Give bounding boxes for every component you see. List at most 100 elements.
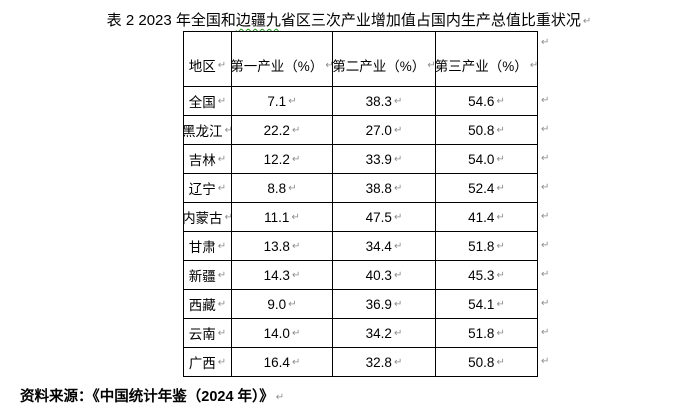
row-end-slot: ↵ bbox=[541, 86, 561, 115]
header-label: 第三产业（%） bbox=[436, 59, 528, 74]
row-end-mark: ↵ bbox=[541, 153, 550, 164]
region-cell: 黑龙江↵ bbox=[184, 116, 232, 145]
cell-end-mark: ↵ bbox=[217, 59, 227, 71]
cell-end-mark: ↵ bbox=[291, 356, 301, 368]
cell-end-mark: ↵ bbox=[393, 269, 403, 281]
value-cell: 54.1 ↵ bbox=[436, 290, 538, 319]
cell-end-mark: ↵ bbox=[496, 356, 505, 368]
cell-end-mark: ↵ bbox=[291, 153, 301, 165]
row-end-mark: ↵ bbox=[541, 124, 550, 135]
cell-end-mark: ↵ bbox=[291, 327, 301, 339]
cell-end-mark: ↵ bbox=[217, 240, 227, 252]
header-cell-region: 地区 ↵ bbox=[184, 32, 232, 87]
cell-end-mark: ↵ bbox=[217, 298, 227, 310]
value-text: 50.8 bbox=[468, 122, 495, 138]
header-label: 地区 bbox=[188, 59, 216, 74]
value-cell: 14.0 ↵ bbox=[232, 319, 333, 348]
spellcheck-flagged-word: 边疆九 bbox=[235, 12, 281, 29]
value-cell: 50.8 ↵ bbox=[436, 348, 538, 377]
value-cell: 16.4 ↵ bbox=[232, 348, 333, 377]
cell-end-mark: ↵ bbox=[217, 327, 227, 339]
value-cell: 54.6 ↵ bbox=[436, 87, 538, 116]
region-cell: 新疆 ↵ bbox=[184, 261, 232, 290]
region-label: 全国 bbox=[188, 95, 216, 110]
value-cell: 8.8 ↵ bbox=[232, 174, 333, 203]
value-text: 54.0 bbox=[468, 151, 495, 167]
row-end-mark: ↵ bbox=[541, 356, 550, 367]
cell-end-mark: ↵ bbox=[496, 269, 505, 281]
region-cell: 全国 ↵ bbox=[184, 87, 232, 116]
cell-end-mark: ↵ bbox=[496, 298, 505, 310]
value-text: 50.8 bbox=[468, 354, 495, 370]
cell-end-mark: ↵ bbox=[225, 125, 231, 136]
value-cell: 13.8 ↵ bbox=[232, 232, 333, 261]
value-text: 54.1 bbox=[468, 296, 495, 312]
data-table: 地区 ↵ 第一产业（%） ↵ 第二产业（%） ↵ 第三产业（%） ↵ 全国 ↵ 7.1 ↵ … bbox=[183, 31, 538, 377]
region-label: 辽宁 bbox=[188, 182, 216, 197]
region-label: 新疆 bbox=[188, 269, 216, 284]
value-text: 14.3 bbox=[263, 267, 290, 283]
value-text: 34.2 bbox=[365, 325, 392, 341]
cell-end-mark: ↵ bbox=[217, 356, 227, 368]
cell-end-mark: ↵ bbox=[393, 95, 403, 107]
value-cell: 51.8 ↵ bbox=[436, 232, 538, 261]
row-end-mark: ↵ bbox=[541, 211, 550, 222]
value-text: 9.0 bbox=[267, 296, 287, 312]
region-label: 吉林 bbox=[188, 153, 216, 168]
header-label: 第一产业（%） bbox=[232, 59, 324, 74]
value-cell: 32.8 ↵ bbox=[333, 348, 436, 377]
cell-end-mark: ↵ bbox=[393, 182, 403, 194]
cell-end-mark: ↵ bbox=[393, 356, 403, 368]
cell-end-mark: ↵ bbox=[288, 298, 297, 310]
value-text: 16.4 bbox=[263, 354, 290, 370]
value-text: 13.8 bbox=[263, 238, 290, 254]
row-end-slot: ↵ bbox=[541, 347, 561, 376]
value-cell: 38.8 ↵ bbox=[333, 174, 436, 203]
value-cell: 33.9 ↵ bbox=[333, 145, 436, 174]
cell-end-mark: ↵ bbox=[217, 269, 227, 281]
cell-end-mark: ↵ bbox=[291, 124, 301, 136]
value-text: 33.9 bbox=[365, 151, 392, 167]
row-end-mark: ↵ bbox=[541, 37, 550, 48]
data-source-note: 资料来源：《中国统计年鉴（2024 年）》 ↵ bbox=[20, 385, 284, 406]
cell-end-mark: ↵ bbox=[291, 211, 300, 223]
region-cell: 甘肃 ↵ bbox=[184, 232, 232, 261]
region-label: 广西 bbox=[188, 356, 216, 371]
value-cell: 54.0 ↵ bbox=[436, 145, 538, 174]
region-label: 云南 bbox=[188, 327, 216, 342]
header-label: 第二产业（%） bbox=[333, 59, 426, 74]
value-text: 54.6 bbox=[468, 93, 495, 109]
row-end-slot: ↵ bbox=[541, 144, 561, 173]
value-cell: 11.1 ↵ bbox=[232, 203, 333, 232]
value-text: 12.2 bbox=[263, 151, 290, 167]
header-cell-primary-industry: 第一产业（%） ↵ bbox=[232, 32, 333, 87]
value-text: 22.2 bbox=[263, 122, 290, 138]
row-end-slot: ↵ bbox=[541, 115, 561, 144]
value-cell: 7.1 ↵ bbox=[232, 87, 333, 116]
row-end-mark: ↵ bbox=[541, 298, 550, 309]
row-end-mark: ↵ bbox=[541, 182, 550, 193]
value-cell: 40.3 ↵ bbox=[333, 261, 436, 290]
title-text-post: 省区三次产业增加值占国内生产总值比重状况 bbox=[280, 12, 581, 29]
cell-end-mark: ↵ bbox=[393, 153, 403, 165]
value-text: 11.1 bbox=[264, 209, 290, 225]
cell-end-mark: ↵ bbox=[217, 153, 227, 165]
cell-end-mark: ↵ bbox=[427, 59, 436, 71]
value-cell: 34.4 ↵ bbox=[333, 232, 436, 261]
value-text: 40.3 bbox=[365, 267, 392, 283]
cell-end-mark: ↵ bbox=[496, 124, 505, 136]
cell-end-mark: ↵ bbox=[393, 327, 403, 339]
source-text: 资料来源：《中国统计年鉴（2024 年）》 bbox=[20, 389, 274, 405]
region-cell: 广西 ↵ bbox=[184, 348, 232, 377]
row-end-slot: ↵ bbox=[541, 173, 561, 202]
cell-end-mark: ↵ bbox=[393, 298, 403, 310]
cell-end-mark: ↵ bbox=[291, 269, 301, 281]
region-label: 甘肃 bbox=[188, 240, 216, 255]
row-end-slot: ↵ bbox=[541, 31, 561, 86]
value-text: 7.1 bbox=[267, 93, 287, 109]
cell-end-mark: ↵ bbox=[225, 212, 231, 223]
cell-end-mark: ↵ bbox=[496, 95, 505, 107]
paragraph-mark: ↵ bbox=[275, 392, 285, 403]
value-cell: 34.2 ↵ bbox=[333, 319, 436, 348]
